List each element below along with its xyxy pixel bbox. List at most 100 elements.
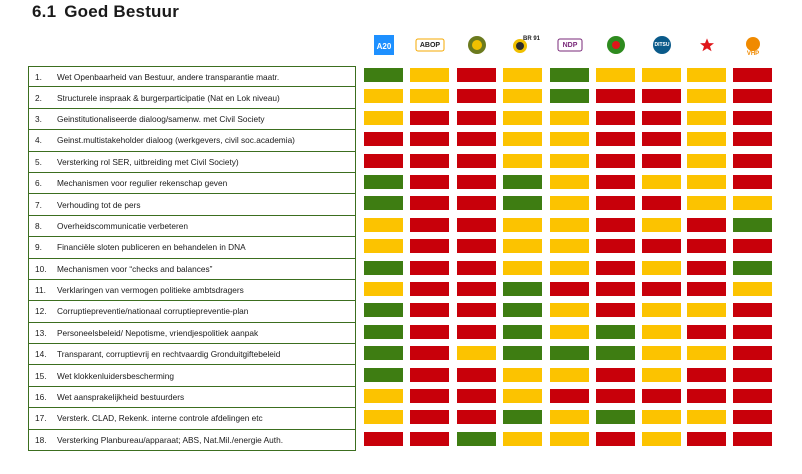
rating-cell-yellow [687, 132, 726, 147]
rating-cell-yellow [642, 303, 681, 318]
rating-cell-red [596, 282, 635, 296]
rating-cell-red [457, 260, 496, 275]
svg-text:A20: A20 [377, 42, 392, 51]
rating-cell-red [457, 324, 496, 339]
ditsu-logo-icon: DITSU [642, 33, 682, 57]
rating-cell-green [503, 346, 542, 361]
rating-cell-red [642, 389, 681, 403]
rating-cell-yellow [642, 324, 681, 339]
section-title-text: Goed Bestuur [64, 2, 180, 21]
rating-cell-yellow [503, 110, 542, 125]
rating-cell-red [733, 132, 772, 147]
rating-cell-yellow [687, 410, 726, 425]
rating-cell-red [457, 110, 496, 125]
rating-cell-red [596, 217, 635, 232]
rating-cell-yellow [503, 68, 542, 82]
criterion-row: 14. Transparant, corruptievrij en rechtva… [28, 344, 356, 366]
rating-cell-yellow [550, 217, 589, 232]
red-star-icon [687, 33, 727, 57]
rating-cell-yellow [457, 346, 496, 361]
rating-cell-yellow [687, 303, 726, 318]
rating-cell-red [642, 282, 681, 296]
rating-cell-red [457, 303, 496, 318]
rating-cell-yellow [364, 110, 403, 125]
rating-cell-red [410, 217, 449, 232]
rating-cell-green [364, 68, 403, 82]
rating-cell-yellow [687, 153, 726, 168]
rating-cell-red [457, 389, 496, 403]
rating-cell-green [364, 196, 403, 211]
criterion-number: 7. [35, 199, 42, 210]
criterion-number: 5. [35, 156, 42, 167]
rating-cell-yellow [687, 175, 726, 189]
br91-logo-icon: BR 91 [503, 33, 543, 57]
rating-cell-red [410, 239, 449, 254]
rating-cell-yellow [503, 89, 542, 104]
rating-cell-red [596, 367, 635, 382]
rating-cell-yellow [410, 68, 449, 82]
rating-cell-yellow [550, 153, 589, 168]
criterion-label: Verhouding tot de pers [57, 199, 141, 210]
rating-cell-red [410, 346, 449, 361]
rating-cell-green [364, 346, 403, 361]
rating-cell-red [687, 367, 726, 382]
criterion-label: Personeelsbeleid/ Nepotisme, vriendjespo… [57, 327, 259, 338]
rating-cell-red [410, 282, 449, 296]
rating-cell-yellow [687, 89, 726, 104]
rating-cell-red [642, 110, 681, 125]
rating-cell-green [503, 303, 542, 318]
rating-cell-green [364, 175, 403, 189]
rating-cell-red [457, 239, 496, 254]
rating-cell-red [733, 431, 772, 446]
rating-cell-green [457, 431, 496, 446]
rating-cell-red [410, 431, 449, 446]
rating-cell-green [503, 410, 542, 425]
rating-cell-red [410, 367, 449, 382]
rating-cell-red [410, 303, 449, 318]
criterion-row: 2. Structurele inspraak & burgerparticipa… [28, 87, 356, 109]
abop-logo-icon: ABOP [410, 33, 450, 57]
rating-cell-green [550, 89, 589, 104]
rating-cell-green [733, 217, 772, 232]
criterion-label: Overheidscommunicatie verbeteren [57, 220, 188, 231]
criterion-row: 12. Corruptiepreventie/nationaal corrupti… [28, 301, 356, 323]
rating-cell-red [733, 389, 772, 403]
rating-cell-red [457, 132, 496, 147]
criterion-label: Verklaringen van vermogen politieke ambt… [57, 285, 244, 296]
rating-cell-green [364, 260, 403, 275]
criterion-label: Wet klokkenluidersbescherming [57, 370, 174, 381]
rating-cell-yellow [733, 196, 772, 211]
rating-cell-green [596, 324, 635, 339]
rating-cell-red [410, 196, 449, 211]
criterion-label: Financiële sloten publiceren en behandel… [57, 242, 246, 253]
criterion-label: Versterking rol SER, uitbreiding met Civ… [57, 156, 239, 167]
criterion-label: Versterk. CLAD, Rekenk. interne controle… [57, 413, 263, 424]
rating-cell-yellow [550, 431, 589, 446]
rating-cell-green [596, 346, 635, 361]
rating-cell-yellow [550, 239, 589, 254]
criterion-number: 17. [35, 413, 47, 424]
rating-cell-yellow [642, 346, 681, 361]
rating-cell-yellow [687, 346, 726, 361]
rating-cell-green [503, 196, 542, 211]
rating-cell-red [457, 367, 496, 382]
criterion-number: 8. [35, 220, 42, 231]
rating-cell-red [733, 324, 772, 339]
rating-cell-yellow [733, 282, 772, 296]
criterion-number: 15. [35, 370, 47, 381]
rating-cell-green [503, 282, 542, 296]
rating-cell-green [503, 175, 542, 189]
criterion-row: 3. Geinstitutionaliseerde dialoog/samenw.… [28, 108, 356, 131]
criterion-label: Wet aansprakelijkheid bestuurders [57, 392, 185, 403]
criterion-number: 10. [35, 263, 47, 274]
party-name: BR 91 [522, 36, 540, 42]
rating-cell-red [596, 153, 635, 168]
criterion-number: 16. [35, 392, 47, 403]
rating-cell-yellow [550, 132, 589, 147]
rating-cell-red [596, 239, 635, 254]
rating-cell-yellow [364, 282, 403, 296]
criterion-row: 1. Wet Openbaarheid van Bestuur, andere t… [28, 66, 356, 88]
a20-logo-icon: A20 [364, 33, 404, 57]
rating-cell-yellow [503, 217, 542, 232]
rating-cell-yellow [642, 410, 681, 425]
